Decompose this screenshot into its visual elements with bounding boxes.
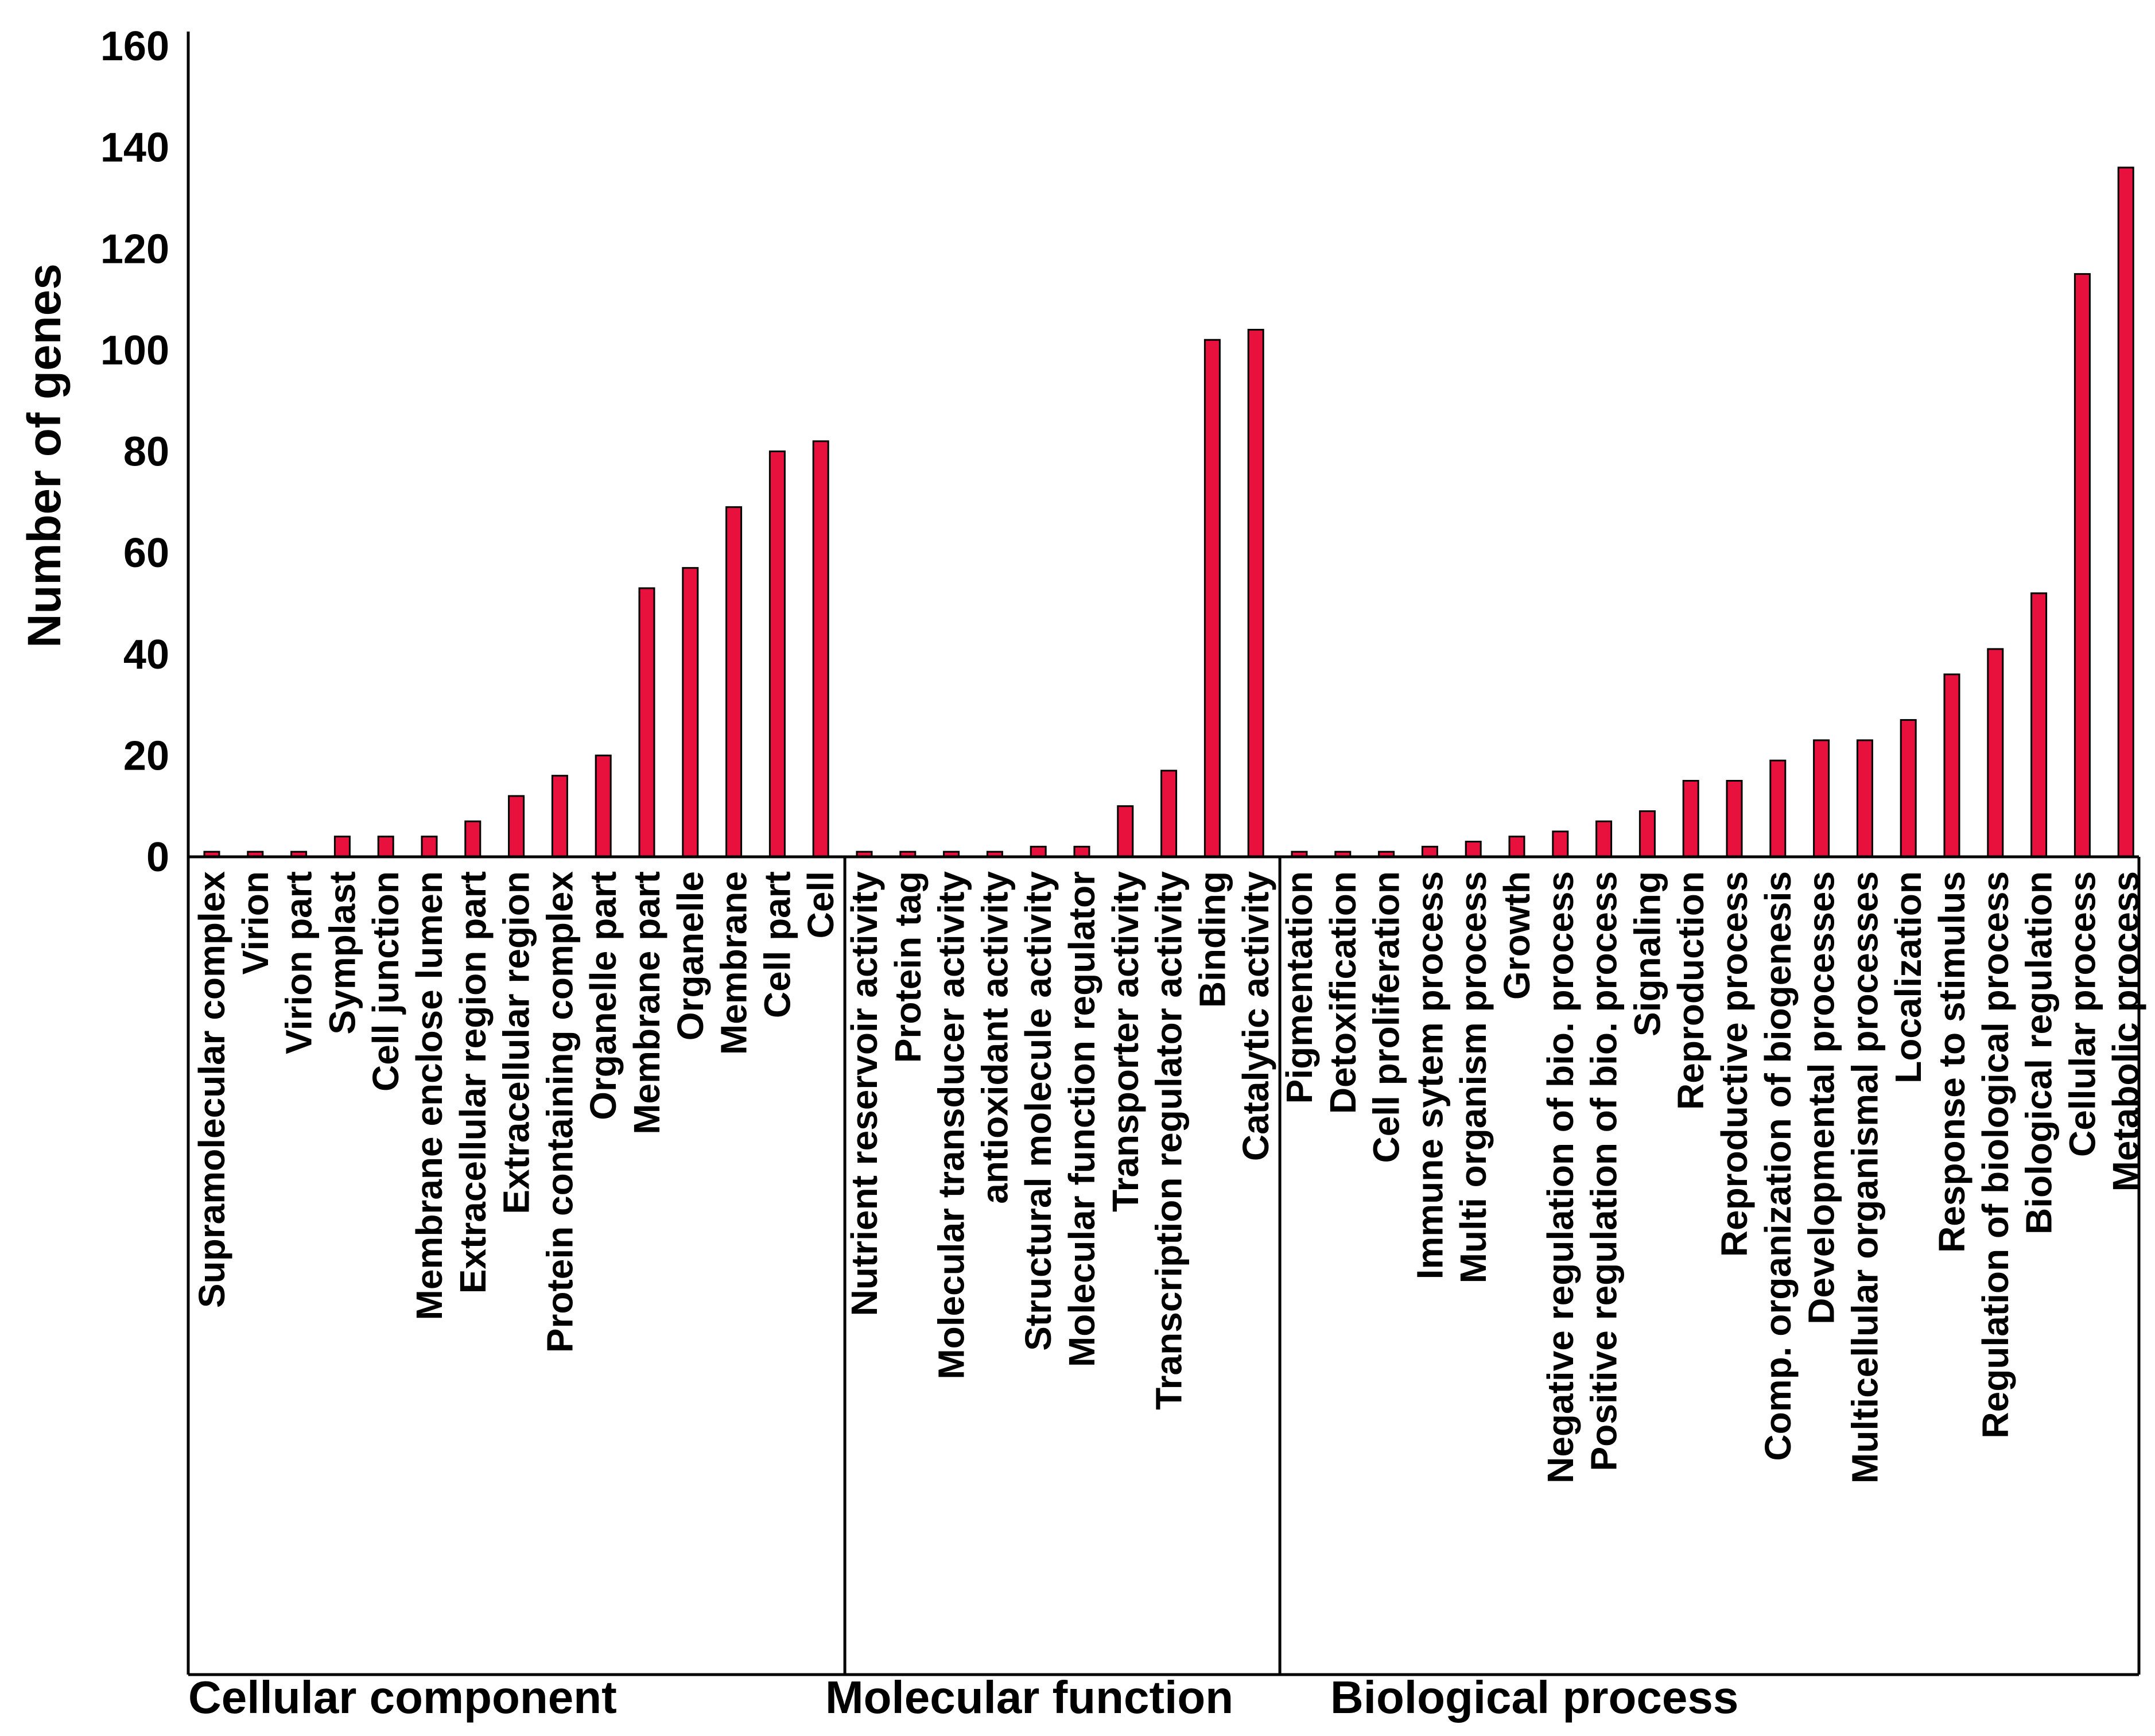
y-tick-label-40: 40 (123, 632, 169, 678)
category-label-reproduction: Reproduction (1670, 871, 1711, 1110)
bar-binding (1203, 339, 1221, 858)
category-label-membrane-part: Membrane part (626, 871, 667, 1135)
category-label-cell-proliferation: Cell proliferation (1366, 871, 1407, 1163)
category-label-membrane: Membrane (713, 871, 755, 1055)
group-label-biological-process: Biological process (1330, 1672, 1738, 1723)
category-label-structural-molecule-activity: Structural molecule activity (1018, 871, 1059, 1351)
category-label-cell-junction: Cell junction (365, 871, 406, 1092)
category-label-multi-organism-process: Multi organism process (1453, 871, 1494, 1283)
category-labels: Supramolecular complex Virion Virion part S… (191, 871, 2146, 1483)
category-label-catalytic-activity: Catalytic activity (1235, 871, 1276, 1162)
bars (203, 166, 2134, 858)
y-tick-label-160: 160 (100, 24, 169, 69)
bar-cell (812, 440, 829, 858)
category-label-growth: Growth (1496, 871, 1537, 1000)
category-label-molecular-transducer-activity: Molecular transducer activity (931, 871, 972, 1380)
bar-response-to-stimulus (1943, 673, 1960, 858)
category-label-extracellular-region-part: Extracellular region part (452, 871, 494, 1294)
bar-membrane-enclose-lumen (421, 836, 438, 858)
category-label-transcription-regulator-activity: Transcription regulator activity (1148, 871, 1190, 1410)
bar-reproductive-process (1726, 780, 1743, 858)
category-label-biological-regulation: Biological regulation (2018, 871, 2060, 1234)
category-label-cellular-process: Cellular process (2061, 871, 2103, 1157)
bar-cell-part (768, 450, 786, 858)
axes-frame (187, 32, 2141, 1676)
category-label-pigmentation: Pigmentation (1279, 871, 1320, 1104)
bar-symplast (333, 836, 351, 858)
category-label-cell-part: Cell part (756, 871, 798, 1018)
bar-positive-regulation-of-bio-process (1595, 820, 1613, 858)
category-label-organelle-part: Organelle part (583, 871, 624, 1120)
category-label-organelle: Organelle (670, 871, 711, 1040)
y-tick-label-120: 120 (100, 226, 169, 272)
y-axis-ticks: 0 20 40 60 80 100 120 140 160 (100, 24, 169, 880)
bar-catalytic-activity (1247, 329, 1264, 858)
bar-comp-organization-of-biogenesis (1769, 759, 1787, 858)
category-label-nutrient-reservoir-activity: Nutrient reservoir activity (844, 871, 885, 1316)
group-label-molecular-function: Molecular function (825, 1672, 1233, 1723)
category-label-virion: Virion (235, 871, 276, 974)
category-label-extracellular-region: Extracellular region (496, 871, 537, 1214)
category-label-negative-regulation-of-bio-process: Negative regulation of bio. process (1540, 871, 1581, 1483)
category-label-cell: Cell (800, 871, 841, 938)
bar-protein-containing-complex (551, 775, 568, 858)
category-label-virion-part: Virion part (278, 871, 320, 1054)
bar-transporter-activity (1117, 805, 1134, 858)
category-label-response-to-stimulus: Response to stimulus (1931, 871, 1972, 1253)
category-label-localization: Localization (1888, 871, 1929, 1083)
group-labels: Cellular component Molecular function Biol… (188, 1672, 1738, 1723)
category-label-comp-organization-of-biogenesis: Comp. organization of biogenesis (1757, 871, 1799, 1461)
y-tick-label-20: 20 (123, 733, 169, 779)
category-label-regulation-of-biological-process: Regulation of biological process (1975, 871, 2016, 1439)
y-tick-label-0: 0 (146, 834, 169, 880)
bar-membrane-part (638, 587, 655, 858)
bar-reproduction (1682, 780, 1699, 858)
category-label-reproductive-process: Reproductive process (1714, 871, 1755, 1257)
bar-cellular-process (2074, 273, 2091, 858)
category-label-multicellular-organismal-processes: Multicellular organismal processes (1844, 871, 1885, 1483)
category-label-symplast: Symplast (321, 871, 363, 1035)
category-label-transporter-activity: Transporter activity (1105, 871, 1146, 1212)
bar-localization (1900, 719, 1917, 858)
category-label-antioxidant-activity: antioxidant activity (974, 871, 1015, 1204)
category-label-signaling: Signaling (1626, 871, 1668, 1036)
bar-extracellular-region-part (464, 820, 482, 858)
y-tick-label-100: 100 (100, 328, 169, 374)
y-axis-title: Number of genes (18, 263, 71, 648)
bar-developmental-processes (1813, 739, 1830, 858)
bar-membrane (725, 506, 743, 858)
category-label-protein-containing-complex: Protein containing complex (539, 871, 580, 1353)
bar-multicellular-organismal-processes (1856, 739, 1873, 858)
category-label-positive-regulation-of-bio-process: Positive regulation of bio. process (1583, 871, 1625, 1471)
bar-organelle (682, 567, 699, 858)
group-label-cellular-component: Cellular component (188, 1672, 617, 1723)
bar-molecular-function-regulator (1073, 845, 1090, 858)
category-label-molecular-function-regulator: Molecular function regulator (1061, 871, 1102, 1367)
bar-metabolic-process (2117, 166, 2134, 858)
y-tick-label-60: 60 (123, 530, 169, 576)
category-label-membrane-enclose-lumen: Membrane enclose lumen (409, 871, 450, 1320)
category-label-developmental-processes: Developmental processes (1801, 871, 1842, 1325)
bar-immune-sytem-process (1421, 845, 1438, 858)
y-tick-label-140: 140 (100, 125, 169, 171)
category-label-binding: Binding (1191, 871, 1233, 1008)
bar-biological-regulation (2030, 592, 2048, 858)
bar-growth (1508, 836, 1525, 858)
category-label-supramolecular-complex: Supramolecular complex (191, 871, 232, 1308)
y-tick-label-80: 80 (123, 429, 169, 475)
bar-organelle-part (595, 754, 612, 858)
bar-extracellular-region (508, 795, 525, 858)
bar-structural-molecule-activity (1030, 845, 1047, 858)
bar-signaling (1638, 810, 1656, 858)
bar-negative-regulation-of-bio-process (1552, 830, 1569, 858)
bar-cell-junction (377, 836, 394, 858)
category-label-detoxification: Detoxification (1322, 871, 1364, 1114)
bar-multi-organism-process (1465, 841, 1482, 858)
bar-regulation-of-biological-process (1987, 648, 2004, 858)
category-label-immune-sytem-process: Immune sytem process (1409, 871, 1450, 1279)
bar-transcription-regulator-activity (1160, 770, 1178, 858)
category-label-protein-tag: Protein tag (887, 871, 929, 1063)
